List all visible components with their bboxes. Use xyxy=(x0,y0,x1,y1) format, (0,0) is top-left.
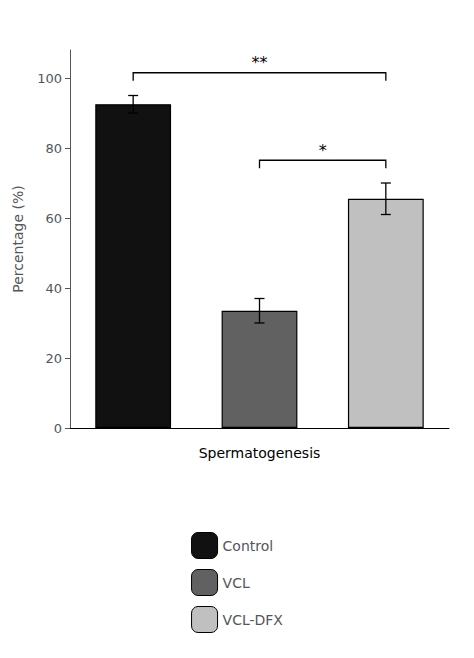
svg-text:80: 80 xyxy=(45,141,62,156)
svg-text:60: 60 xyxy=(45,211,62,226)
svg-text:Control: Control xyxy=(223,538,274,554)
svg-text:Percentage (%): Percentage (%) xyxy=(10,185,26,292)
svg-text:*: * xyxy=(319,141,327,160)
svg-text:**: ** xyxy=(252,53,268,72)
svg-text:VCL: VCL xyxy=(223,575,250,591)
svg-text:0: 0 xyxy=(54,421,62,436)
svg-text:40: 40 xyxy=(45,281,62,296)
svg-text:VCL-DFX: VCL-DFX xyxy=(223,612,284,628)
svg-text:100: 100 xyxy=(37,71,62,86)
svg-text:20: 20 xyxy=(45,351,62,366)
svg-text:Spermatogenesis: Spermatogenesis xyxy=(199,445,321,461)
